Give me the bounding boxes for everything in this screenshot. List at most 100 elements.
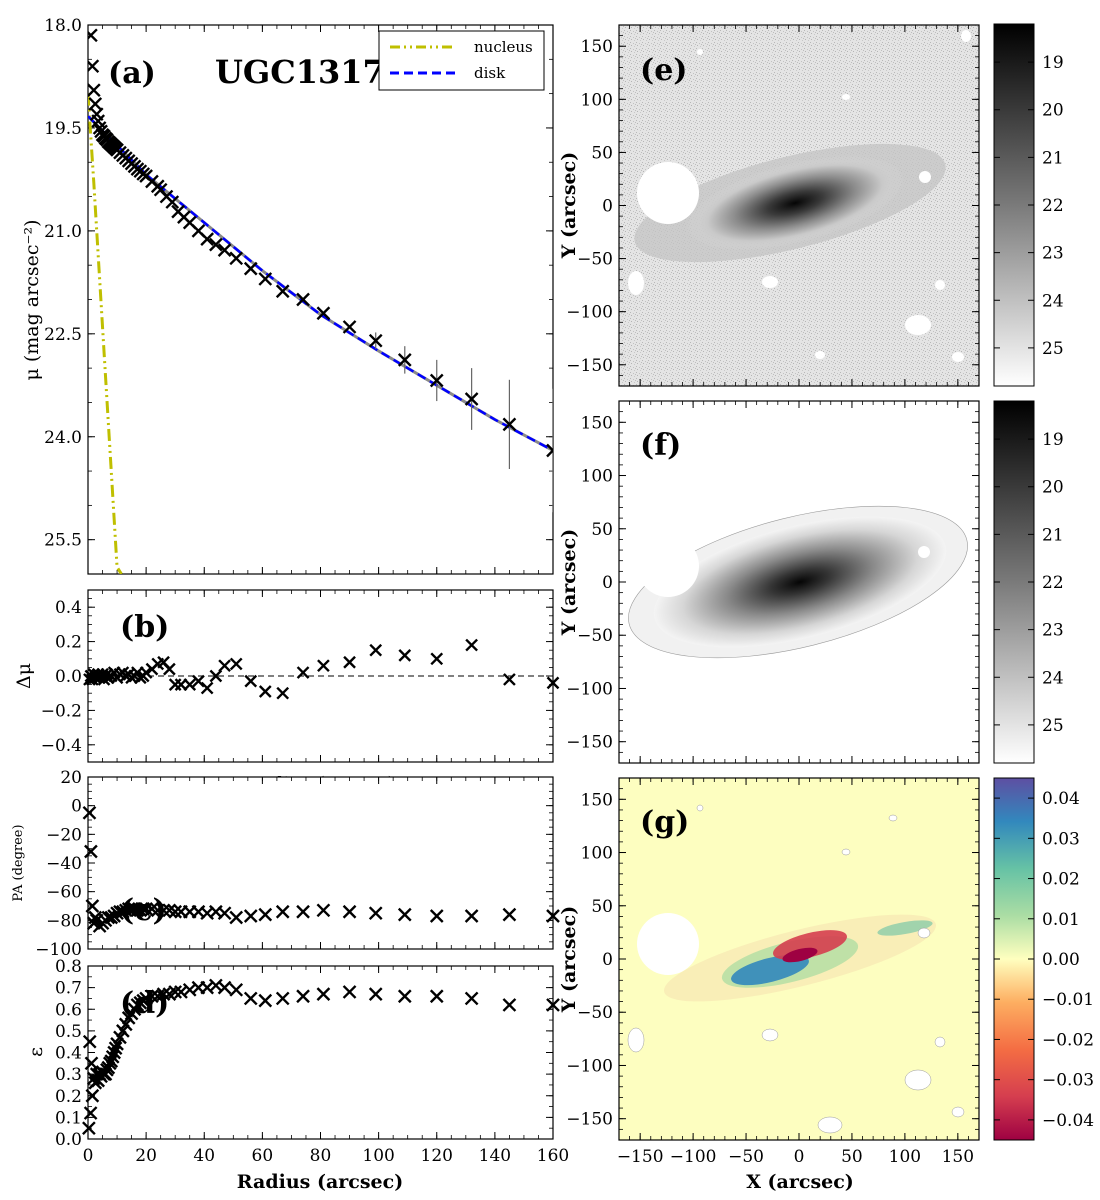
x-tick-label: 140: [479, 1146, 511, 1166]
profile-point: [397, 353, 412, 367]
pa-point: [82, 805, 97, 820]
legend-nucleus-label: nucleus: [474, 38, 533, 56]
colorbar-tick-label: 22: [1042, 573, 1064, 593]
y-tick-label: −150: [566, 733, 613, 753]
colorbar-tick-label: 19: [1042, 430, 1064, 450]
colorbar-tick-label: 22: [1042, 196, 1064, 216]
y-tick-label: 100: [581, 90, 613, 110]
ellipticity-point: [296, 989, 310, 1004]
panel-d-xtick-labels: 0 20 40 60 80 100 120 140 160: [83, 1146, 570, 1166]
y-tick-label: 0.4: [55, 598, 82, 618]
pa-point: [397, 907, 412, 922]
panel-c-letter: (c): [120, 893, 167, 928]
ellipticity-point: [200, 980, 215, 995]
panel-a-error-bars: [375, 332, 553, 513]
panel-d-ticks: [87, 965, 554, 1140]
x-tick-label: 50: [841, 1147, 863, 1167]
y-tick-label: 100: [581, 467, 613, 487]
panel-g-ylabel: Y (arcsec): [558, 906, 580, 1013]
x-tick-label: 60: [252, 1146, 274, 1166]
residual-point: [192, 674, 205, 688]
x-tick-label: 120: [421, 1146, 453, 1166]
residual-point: [163, 662, 176, 676]
y-tick-label: 150: [581, 413, 613, 433]
panel-d-letter: (d): [120, 986, 169, 1021]
y-tick-label: −50: [577, 626, 613, 646]
x-tick-label: 40: [193, 1146, 215, 1166]
panel-f-bright-star-mask: [637, 535, 699, 597]
y-tick-label: 150: [581, 790, 613, 810]
panel-f-ylabel: Y (arcsec): [558, 529, 580, 636]
y-tick-label: 0: [602, 197, 613, 217]
panel-g-xtick-labels: −150 −100 −50 0 50 100 150: [617, 1147, 974, 1167]
colorbar-tick-label: −0.01: [1042, 990, 1094, 1010]
profile-point: [546, 443, 553, 458]
panel-e-ticks: [618, 24, 980, 387]
panel-c-ylabel: PA (degree): [11, 824, 26, 901]
panel-e-star-mask: [919, 171, 931, 183]
ellipticity-point: [82, 1034, 97, 1049]
panel-b-ytick-labels: −0.4 −0.2 0.0 0.2 0.4: [41, 598, 82, 756]
pa-point: [258, 907, 273, 922]
panel-b-points: [83, 638, 560, 700]
residual-point: [546, 676, 560, 690]
ellipticity-point: [502, 998, 517, 1012]
panel-f-colorbar-ticks: 19 20 21 22 23 24 25: [994, 430, 1064, 736]
panel-d-xlabel: Radius (arcsec): [237, 1171, 403, 1193]
profile-point: [258, 272, 273, 286]
panel-f: 150 100 50 0 −50 −100 −150 Y (arcsec) (f) 19 20…: [558, 400, 1064, 764]
profile-point: [165, 195, 180, 209]
residual-point: [465, 638, 478, 652]
pa-point: [502, 907, 517, 922]
panel-f-ytick-labels: 150 100 50 0 −50 −100 −150: [566, 413, 613, 752]
legend-box: [378, 30, 545, 91]
ellipticity-point: [84, 1056, 99, 1071]
x-tick-label: 80: [310, 1146, 332, 1166]
y-tick-label: −20: [46, 825, 82, 845]
profile-point: [229, 251, 244, 266]
x-tick-label: −100: [670, 1147, 717, 1167]
legend: nucleus disk: [378, 30, 545, 91]
y-tick-label: −0.2: [41, 701, 82, 721]
colorbar-tick-label: 25: [1042, 716, 1064, 736]
y-tick-label: 0: [602, 573, 613, 593]
y-tick-label: 24.0: [44, 428, 82, 448]
y-tick-label: −150: [566, 356, 613, 376]
panel-f-letter: (f): [640, 428, 681, 463]
ellipticity-point: [316, 987, 331, 1001]
panel-g-colorbar-ticks: 0.04 0.03 0.02 0.01 0.00 −0.01 −0.02 −0.03 −0.04: [994, 789, 1094, 1131]
colorbar-tick-label: −0.04: [1042, 1111, 1094, 1131]
x-tick-label: 100: [362, 1146, 394, 1166]
panel-a-ylabel: μ (mag arcsec⁻²): [21, 219, 43, 380]
profile-point: [217, 243, 232, 257]
pa-point: [316, 903, 331, 918]
y-tick-label: 18.0: [44, 16, 82, 36]
ellipticity-point: [464, 991, 479, 1006]
pa-point: [168, 904, 183, 919]
panel-g-ticks: [618, 777, 980, 1141]
ellipticity-point: [368, 987, 383, 1001]
residual-point: [183, 678, 197, 691]
pa-point: [150, 903, 165, 918]
pa-point: [243, 909, 258, 923]
residual-point: [229, 657, 243, 671]
colorbar-tick-label: 21: [1042, 148, 1064, 168]
panel-a-letter: (a): [108, 56, 156, 91]
panel-e-letter: (e): [640, 53, 687, 88]
y-tick-label: 0.7: [55, 979, 82, 999]
y-tick-label: 21.0: [44, 222, 82, 242]
y-tick-label: 20: [60, 768, 82, 788]
panel-g-residual-core: [782, 947, 818, 963]
y-tick-label: 50: [591, 143, 613, 163]
pa-point: [464, 909, 479, 923]
x-tick-label: 100: [889, 1147, 921, 1167]
residual-point: [168, 678, 182, 691]
panel-g-colorbar: [993, 777, 1035, 1141]
panel-f-star-mask: [918, 546, 930, 558]
profile-point: [88, 59, 100, 74]
y-tick-label: 19.5: [44, 119, 82, 139]
pa-point: [342, 904, 357, 919]
y-tick-label: 22.5: [44, 325, 82, 345]
y-tick-label: 50: [591, 520, 613, 540]
colorbar-tick-label: 19: [1042, 53, 1064, 73]
